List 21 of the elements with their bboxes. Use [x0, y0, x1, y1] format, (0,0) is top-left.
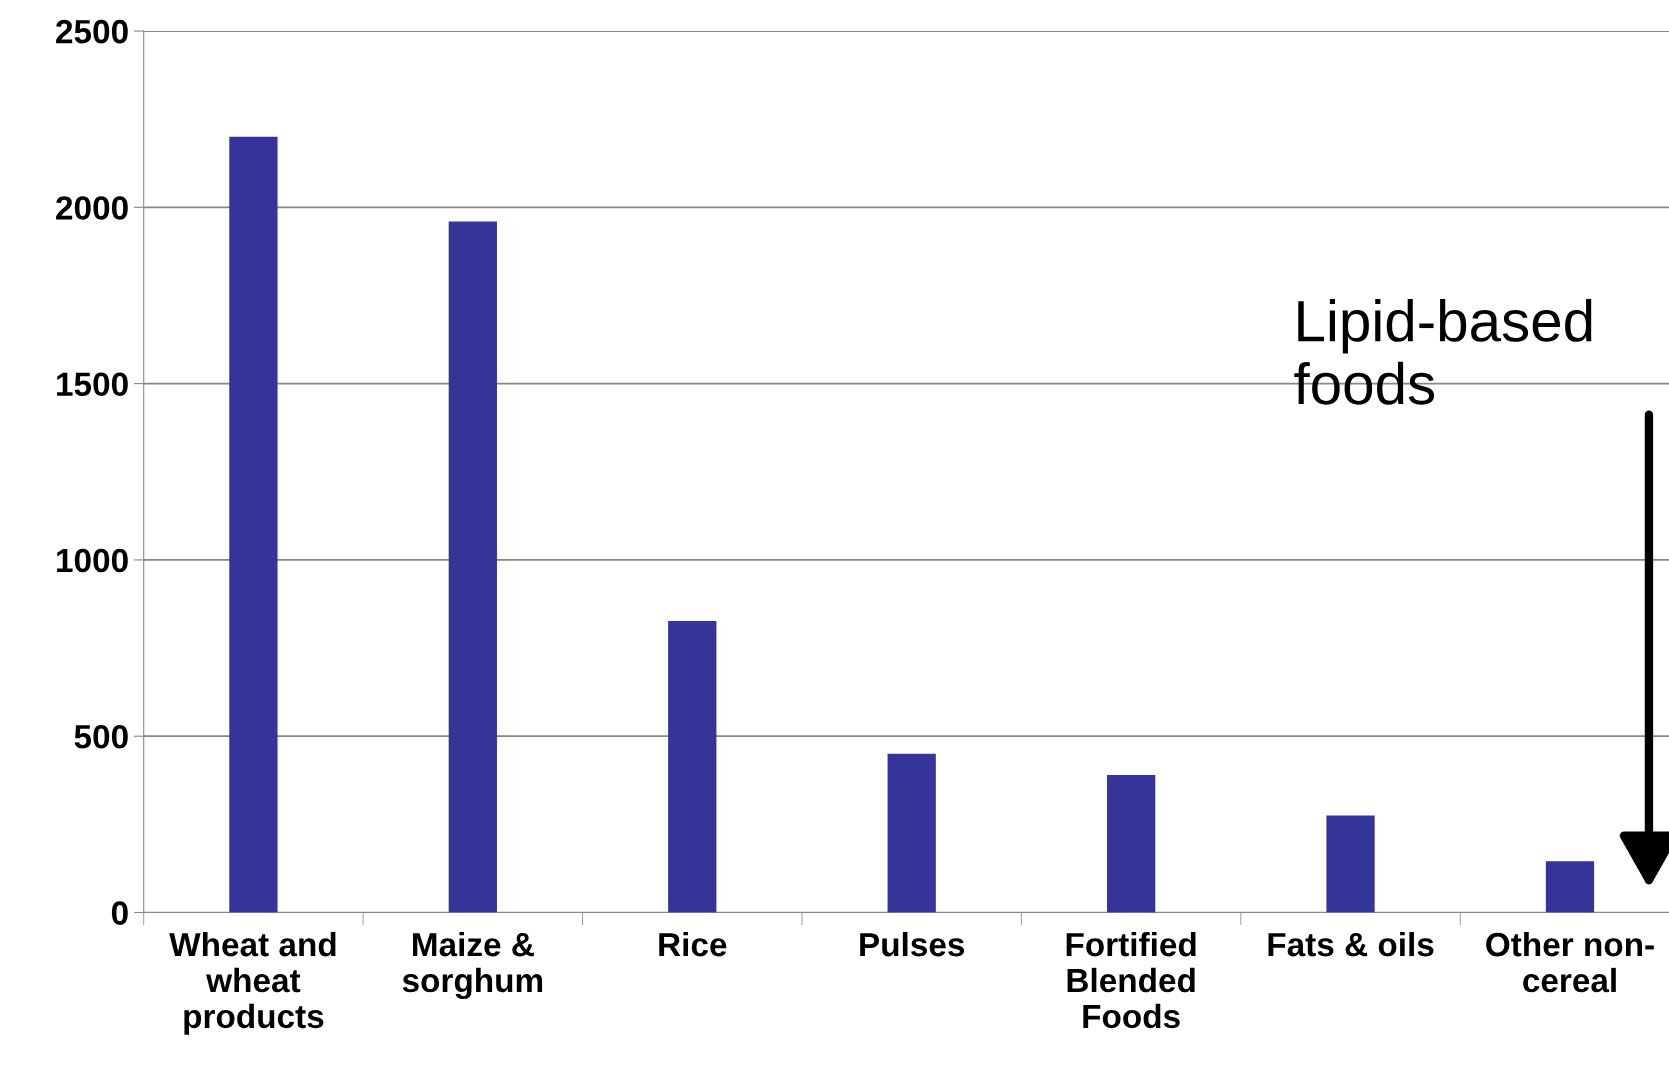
x-tick-label: Fats & oils — [1268, 931, 1434, 957]
x-tick-label: Wheat and wheat products — [169, 931, 336, 1035]
y-tick-label: 500 — [74, 725, 128, 749]
annotation: Lipid-based foods — [1294, 299, 1592, 405]
bar — [668, 620, 717, 913]
y-tick-label: 1500 — [57, 372, 128, 397]
bar — [1106, 774, 1156, 913]
bar — [229, 136, 278, 913]
x-tick-label: Maize & sorghum — [402, 931, 543, 1000]
x-tick-label: Fortified Blended Foods — [1066, 931, 1196, 1029]
bar — [887, 753, 936, 913]
y-tick-label: 1000 — [57, 548, 128, 573]
x-tick-label: Pulses — [860, 931, 965, 957]
bar — [448, 221, 497, 913]
bar — [1545, 861, 1595, 913]
bar — [1326, 815, 1375, 913]
x-tick-label: Other non- cereal — [1486, 931, 1654, 993]
y-tick-label: 2500 — [56, 19, 128, 44]
y-tick-label: 2000 — [56, 196, 128, 220]
y-tick-label: 0 — [111, 901, 128, 925]
x-tick-label: Rice — [659, 931, 727, 957]
